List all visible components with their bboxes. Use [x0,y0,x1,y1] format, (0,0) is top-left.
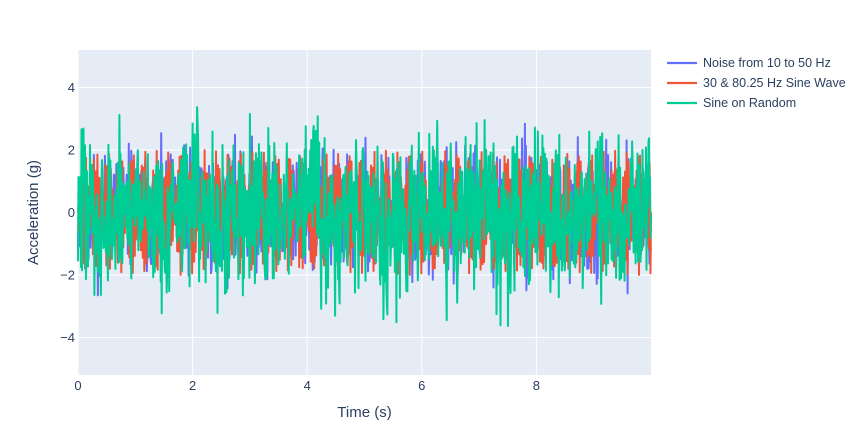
x-axis-ticks: 0 2 4 6 8 [74,378,540,393]
y-tick-label: 2 [68,143,75,158]
y-axis-ticks: −4 −2 0 2 4 [60,80,75,345]
x-tick-label: 6 [418,378,425,393]
legend-item-sine-on-random[interactable]: Sine on Random [667,96,796,110]
y-tick-label: −4 [60,330,75,345]
x-axis-title: Time (s) [337,404,391,421]
y-axis-title: Acceleration (g) [25,160,42,265]
legend-label-noise: Noise from 10 to 50 Hz [703,56,831,70]
y-tick-label: 0 [68,205,75,220]
x-tick-label: 4 [304,378,311,393]
series-line-2 [77,106,652,327]
legend-label-sine-on-random: Sine on Random [703,96,796,110]
x-tick-label: 0 [74,378,81,393]
series-layer [77,106,652,327]
legend-label-sine-wave: 30 & 80.25 Hz Sine Wave [703,76,846,90]
y-tick-label: −2 [60,268,75,283]
x-tick-label: 8 [533,378,540,393]
x-tick-label: 2 [189,378,196,393]
y-tick-label: 4 [68,80,75,95]
legend[interactable]: Noise from 10 to 50 Hz 30 & 80.25 Hz Sin… [667,56,846,110]
legend-item-noise[interactable]: Noise from 10 to 50 Hz [667,56,831,70]
legend-item-sine-wave[interactable]: 30 & 80.25 Hz Sine Wave [667,76,846,90]
